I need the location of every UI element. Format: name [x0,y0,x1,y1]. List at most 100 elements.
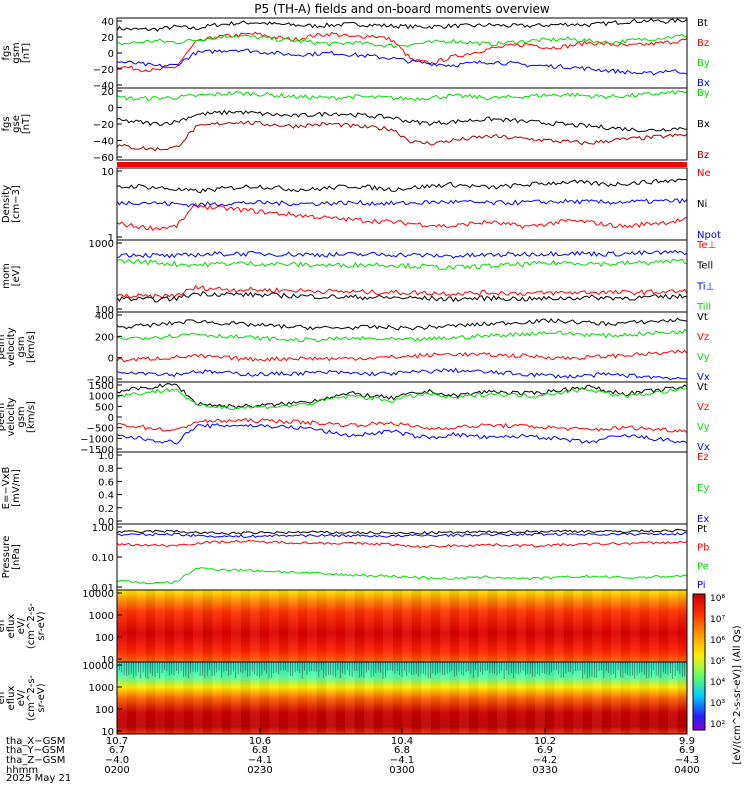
panel-6-ylabel-line: E=−VxB [1,467,12,510]
panel-4-ylabel-line: gsm [16,336,27,357]
panel-6-ytick-label: 1.0 [98,451,114,462]
panel-7-series-1-line [116,539,688,549]
colorbar-label: [eV/(cm^2-s-sr-eV)] (All Qs) [732,625,743,764]
panel-3-ytick-label: 1000 [89,239,114,250]
panel-8-texture [592,590,602,662]
panel-8-texture [155,590,165,662]
panel-8-texture [649,590,659,662]
x-axis-labels: tha_X−GSM 10.7 10.6 10.4 10.2 9.9 tha_Y−GSM 6.7… [6,728,700,776]
panel-5-ytick-label: 1500 [89,381,114,392]
colorbar-tick: 10⁶ [710,636,725,646]
panel-6-legend-2: Ex [697,514,709,525]
panel-4-series-1-line [116,349,688,363]
panel-9-texture [373,662,384,734]
panel-8-texture [345,590,355,662]
panel-9-texture [497,662,507,734]
panel-1-ylabel-line: tha [0,116,2,132]
panel-5-ylabel-line: peem [0,403,7,431]
panel-5-legend-2: Vy [697,422,710,433]
panel-6-bg [117,452,687,524]
panel-8-spectrogram [117,590,687,662]
panel-2-ytick-label: 1 [108,233,114,244]
panel-8-texture [259,590,270,662]
panel-9-texture [136,662,146,734]
panel-9-texture [326,662,336,734]
panel-5: VtVzVyVx150010005000−500−1000−1500thapee… [0,381,710,456]
x-row-1-value: 6.8 [394,745,410,756]
panel-8-texture [430,590,441,662]
panel-8-texture [278,590,289,662]
panel-8-texture [221,590,232,662]
panel-7-ytick-label: 0.10 [92,553,114,564]
panel-9-texture [611,662,621,734]
colorbar-bar [692,593,706,731]
date-label: 2025 May 21 [6,773,71,784]
x-row-0-value: 10.4 [391,736,413,747]
panel-8-texture [193,590,203,662]
panel-3: Te⊥ Tell Ti⊥ Till 1000 100 mom [eV] [1,239,716,316]
panel-9-texture [269,662,279,734]
panel-6-ytick-label: 0.8 [98,464,114,475]
panel-9-texture [183,662,194,734]
panel-9: 10000100010010thapeerenefluxeV/(cm^2-s-s… [0,661,688,738]
panel-3-ylabel-line: mom [1,263,12,289]
panel-7-ylabel-line: Pressure [1,536,12,579]
panel-5-series-1-line [116,418,688,434]
panel-9-texture [117,662,127,734]
panel-9-texture [193,662,203,734]
panel-1-series-2-line [116,120,688,152]
panel-9-texture [307,662,317,734]
panel-3-series-1-line [116,291,687,303]
panel-0-series-3-line [116,48,688,76]
panel-8-texture [326,590,336,662]
panel-9-ytick-label: 100 [95,705,114,716]
panel-8-texture [525,590,536,662]
colorbar-tick: 10³ [710,699,725,709]
panel-9-texture [221,662,232,734]
panel-7-ylabel-line: [nPa] [11,544,22,570]
x-row-1-value: 6.9 [537,745,553,756]
panel-0-series-1-line [116,31,688,73]
panel-9-texture [506,662,517,734]
x-row-1-label: tha_Y−GSM [6,745,65,756]
panel-8-texture [544,590,555,662]
panel-3-ylabel-line: [eV] [11,266,22,287]
panel-4-ylabel-line: velocity [6,327,17,366]
panel-8-texture [307,590,317,662]
colorbar-tick: 10⁵ [710,657,725,667]
panel-9-ylabel-line: (cm^2-s- [26,674,37,721]
panel-6-ytick-label: 0.4 [98,491,114,502]
panel-5-ylabel-line: gsm [16,406,27,427]
panel-9-texture [440,662,450,734]
panel-9-texture [126,662,137,734]
panel-8-texture [468,590,479,662]
panel-0-bg [117,18,687,88]
panel-8-texture [183,590,194,662]
panel-9-texture [516,662,526,734]
panel-6-ylabel-line: [mV/m] [11,469,22,507]
panel-8-ylabel-line: eV/ [16,617,27,634]
panel-9-texture [155,662,165,734]
x-row-0-value: 10.7 [106,736,128,747]
panel-9-texture [316,662,327,734]
panel-1-legend-1: Bx [697,119,710,130]
panel-8-texture [620,590,631,662]
panel-4-ylabel-line: [km/s] [26,331,37,363]
panel-9-ytick-label: 10000 [82,661,114,672]
panel-5-bg [117,382,687,452]
panel-7-series-2-line [116,567,688,585]
panel-9-texture [544,662,555,734]
panel-9-texture [297,662,308,734]
panel-0-ytick-label: 0 [108,49,114,60]
panel-8-texture [402,590,412,662]
panel-8-texture [563,590,574,662]
panel-4: VtVzVyVx4002000−200thapeimvelocitygsm[km… [0,311,710,386]
panel-3-legend-2: Ti⊥ [696,281,714,292]
panel-9-texture [212,662,222,734]
panel-2-ylabel-line: [cm−3] [11,185,22,223]
panel-9-ylabel-line: sr-eV) [36,683,47,712]
panel-1-bg [117,88,687,160]
panel-8-texture [516,590,526,662]
panel-9-texture [240,662,251,734]
x-row-0-value: 9.9 [679,736,695,747]
